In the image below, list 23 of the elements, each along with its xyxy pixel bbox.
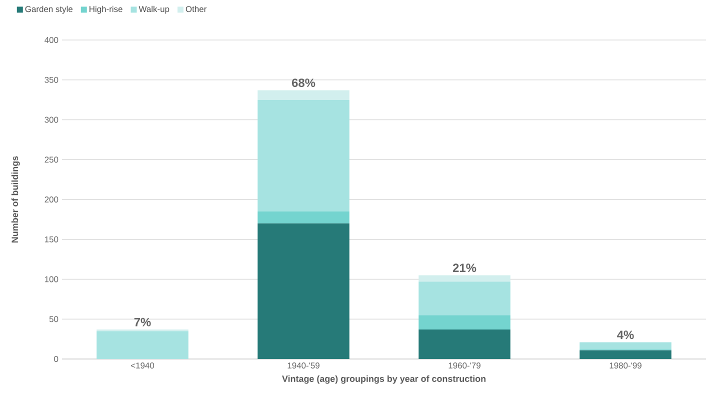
y-axis-title: Number of buildings [11, 156, 20, 242]
y-tick-label: 250 [44, 156, 58, 163]
y-tick-label: 100 [44, 276, 58, 282]
annotation: 68% [292, 78, 316, 88]
x-tick-label: 1980-'99 [610, 362, 642, 369]
y-tick-label: 300 [44, 116, 58, 123]
legend-label: High-rise [90, 6, 122, 14]
y-tick-label: 350 [44, 76, 58, 83]
annotation: 7% [134, 318, 151, 326]
legend-label: Garden style [25, 6, 73, 14]
y-tick-label: 400 [44, 37, 58, 43]
y-tick-label: 200 [44, 196, 58, 202]
y-tick-label: 50 [49, 316, 58, 322]
x-axis-title: Vintage (age) groupings by year of construction [282, 375, 486, 384]
x-tick-label: 1940-'59 [288, 362, 320, 369]
legend-label: Other [186, 6, 207, 12]
x-tick-label: 1960-'79 [448, 362, 480, 369]
x-tick-label: <1940 [131, 362, 154, 369]
annotation: 21% [452, 264, 476, 272]
annotation: 4% [617, 330, 634, 340]
legend-label: Walk-up [138, 6, 170, 14]
y-tick-label: 0 [54, 356, 58, 362]
y-tick-label: 150 [44, 236, 58, 242]
